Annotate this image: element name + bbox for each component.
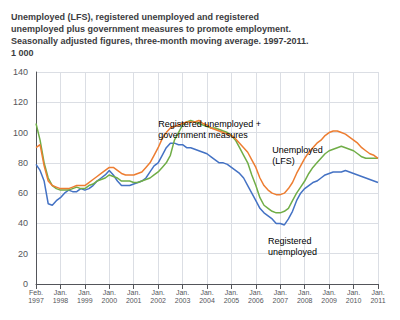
svg-text:2011: 2011	[370, 297, 385, 304]
svg-text:Jan.: Jan.	[200, 289, 213, 296]
svg-text:unemployed plus government mea: unemployed plus government measures to p…	[11, 24, 291, 34]
svg-text:1998: 1998	[53, 297, 69, 304]
svg-text:Registered: Registered	[268, 236, 312, 246]
svg-text:2010: 2010	[346, 297, 362, 304]
svg-text:60: 60	[18, 188, 28, 198]
svg-text:Jan.: Jan.	[127, 289, 140, 296]
svg-text:40: 40	[18, 218, 28, 228]
svg-text:2001: 2001	[126, 297, 142, 304]
svg-text:Unemployed (LFS), registered u: Unemployed (LFS), registered unemployed …	[11, 12, 259, 22]
svg-text:Unemployed: Unemployed	[272, 145, 323, 155]
svg-text:1997: 1997	[28, 297, 44, 304]
svg-text:100: 100	[13, 128, 28, 138]
svg-text:140: 140	[13, 67, 28, 77]
svg-text:Jan.: Jan.	[78, 289, 91, 296]
svg-text:Seasonally adjusted figures, t: Seasonally adjusted figures, three-month…	[11, 36, 309, 46]
svg-text:Jan.: Jan.	[54, 289, 67, 296]
svg-text:Jan.: Jan.	[176, 289, 189, 296]
svg-text:unemployed: unemployed	[268, 247, 317, 257]
svg-text:Jan.: Jan.	[371, 289, 384, 296]
svg-text:2004: 2004	[199, 297, 215, 304]
svg-text:Jan.: Jan.	[152, 289, 165, 296]
svg-text:government measures: government measures	[158, 130, 248, 140]
svg-text:2000: 2000	[101, 297, 117, 304]
svg-text:1 000: 1 000	[11, 48, 34, 58]
svg-text:Jan.: Jan.	[274, 289, 287, 296]
svg-text:Feb.: Feb.	[29, 289, 43, 296]
svg-text:Registered unemployed +: Registered unemployed +	[158, 119, 261, 129]
svg-text:2005: 2005	[224, 297, 240, 304]
svg-text:1999: 1999	[77, 297, 93, 304]
svg-text:20: 20	[18, 249, 28, 259]
svg-text:2006: 2006	[248, 297, 264, 304]
svg-text:(LFS): (LFS)	[272, 156, 295, 166]
svg-text:Jan.: Jan.	[323, 289, 336, 296]
svg-text:2003: 2003	[175, 297, 191, 304]
svg-text:Jan.: Jan.	[347, 289, 360, 296]
svg-text:Jan.: Jan.	[103, 289, 116, 296]
svg-text:Jan.: Jan.	[298, 289, 311, 296]
svg-text:0: 0	[23, 279, 28, 289]
svg-text:Jan.: Jan.	[249, 289, 262, 296]
svg-text:2009: 2009	[321, 297, 337, 304]
svg-text:Jan.: Jan.	[225, 289, 238, 296]
svg-text:80: 80	[18, 158, 28, 168]
svg-text:2007: 2007	[272, 297, 288, 304]
svg-text:2008: 2008	[297, 297, 313, 304]
svg-text:2002: 2002	[150, 297, 166, 304]
svg-text:120: 120	[13, 97, 28, 107]
